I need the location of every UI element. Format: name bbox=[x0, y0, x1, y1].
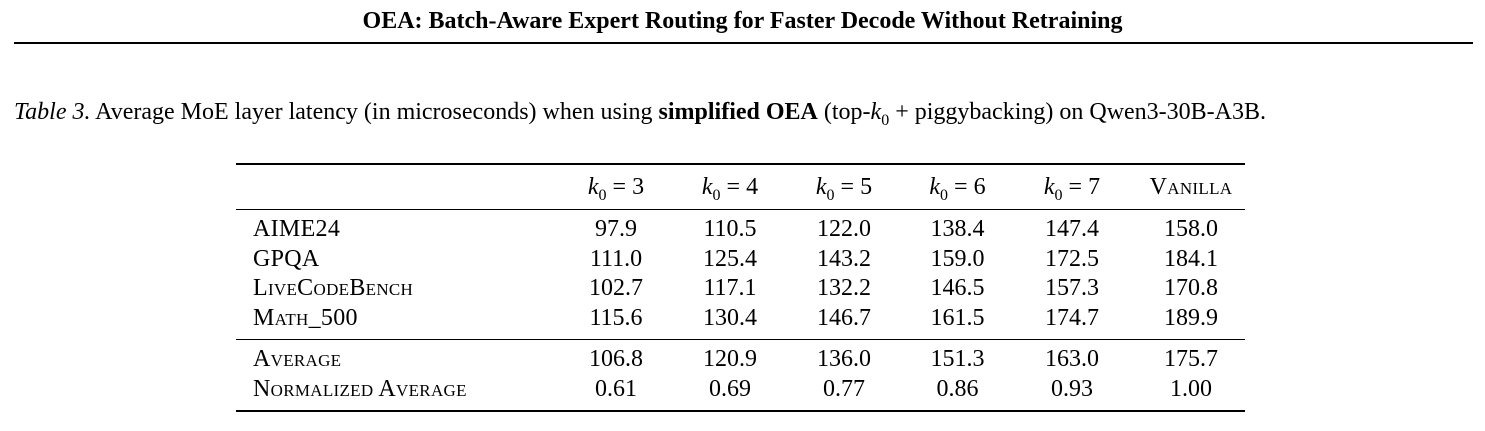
table-cell: 184.1 bbox=[1164, 245, 1218, 272]
table-cell: 132.2 bbox=[817, 275, 871, 301]
table-cell: 115.6 bbox=[589, 304, 643, 331]
row-label: GPQA bbox=[253, 245, 320, 272]
running-header: OEA: Batch-Aware Expert Routing for Fast… bbox=[362, 8, 1123, 34]
table-cell: 1.00 bbox=[1170, 375, 1212, 402]
table-row: GPQA 111.0 125.4 143.2 159.0 172.5 184.1 bbox=[236, 245, 1245, 275]
table-cell: 138.4 bbox=[930, 216, 985, 242]
table-cell: 106.8 bbox=[589, 346, 643, 372]
column-header-vanilla: Vanilla bbox=[1149, 174, 1233, 200]
caption-bold: simplified OEA bbox=[658, 99, 818, 125]
table-cell: 189.9 bbox=[1164, 304, 1218, 331]
table-cell: 0.86 bbox=[936, 375, 979, 402]
header-empty-cell bbox=[236, 165, 552, 209]
table-cell: 146.7 bbox=[817, 304, 871, 331]
table-cell: 161.5 bbox=[930, 304, 985, 331]
table-row: Average 106.8 120.9 136.0 151.3 163.0 175.7 bbox=[236, 345, 1245, 375]
table-cell: 163.0 bbox=[1045, 346, 1099, 372]
table-cell: 147.4 bbox=[1045, 216, 1099, 242]
row-label: Normalized Average bbox=[253, 375, 467, 402]
table-cell: 0.93 bbox=[1051, 375, 1093, 402]
caption-label: Table 3. bbox=[14, 99, 91, 125]
column-header: k0 = 5 bbox=[815, 174, 873, 204]
table-cell: 174.7 bbox=[1045, 304, 1099, 331]
table-row: Normalized Average 0.61 0.69 0.77 0.86 0.93 1.… bbox=[236, 375, 1245, 405]
row-label: AIME24 bbox=[253, 216, 341, 242]
table-header-rule bbox=[236, 209, 1245, 210]
caption-text-2: (top- bbox=[817, 99, 871, 125]
table-top-rule bbox=[236, 163, 1245, 165]
table-cell: 143.2 bbox=[817, 245, 871, 272]
table-mid-rule bbox=[236, 339, 1245, 340]
table-cell: 146.5 bbox=[930, 275, 985, 301]
table-row: LiveCodeBench 102.7 117.1 132.2 146.5 157.3 17… bbox=[236, 274, 1245, 304]
table-body: AIME24 97.9 110.5 122.0 138.4 147.4 158.0 GPQA 1… bbox=[236, 215, 1245, 333]
caption-k-var: k bbox=[870, 99, 882, 125]
row-label: Math_500 bbox=[253, 304, 358, 331]
table-caption: Table 3. Average MoE layer latency (in m… bbox=[14, 96, 1266, 128]
table-cell: 175.7 bbox=[1164, 346, 1218, 372]
table-cell: 170.8 bbox=[1164, 275, 1218, 301]
table-cell: 0.77 bbox=[823, 375, 865, 402]
table-cell: 151.3 bbox=[930, 346, 985, 372]
table-header-row: k0 = 3 k0 = 4 k0 = 5 k0 = 6 k0 = 7 Vanil… bbox=[236, 165, 1245, 209]
table-cell: 172.5 bbox=[1045, 245, 1099, 272]
caption-text-3: + piggybacking) on Qwen3-30B-A3B. bbox=[889, 99, 1267, 125]
table-cell: 136.0 bbox=[817, 346, 871, 372]
table-cell: 117.1 bbox=[703, 275, 757, 301]
table-cell: 97.9 bbox=[595, 216, 637, 242]
table-cell: 125.4 bbox=[703, 245, 757, 272]
table-cell: 111.0 bbox=[589, 245, 643, 272]
header-rule bbox=[14, 42, 1473, 44]
caption-k-sub: 0 bbox=[881, 111, 890, 129]
row-label: Average bbox=[253, 346, 342, 372]
table-cell: 159.0 bbox=[930, 245, 985, 272]
table-row: Math_500 115.6 130.4 146.7 161.5 174.7 189.9 bbox=[236, 304, 1245, 334]
table-cell: 157.3 bbox=[1045, 275, 1099, 301]
table-cell: 120.9 bbox=[703, 346, 757, 372]
column-header: k0 = 4 bbox=[701, 174, 759, 204]
table-summary: Average 106.8 120.9 136.0 151.3 163.0 175.7 Nor… bbox=[236, 345, 1245, 404]
caption-text: Average MoE layer latency (in microsecon… bbox=[90, 99, 659, 125]
table-bottom-rule bbox=[236, 410, 1245, 412]
table-cell: 122.0 bbox=[817, 216, 871, 242]
column-header: k0 = 3 bbox=[587, 174, 645, 204]
table-cell: 110.5 bbox=[703, 216, 757, 242]
column-header: k0 = 6 bbox=[929, 174, 986, 204]
table-cell: 130.4 bbox=[703, 304, 757, 331]
table-row: AIME24 97.9 110.5 122.0 138.4 147.4 158.0 bbox=[236, 215, 1245, 245]
column-header: k0 = 7 bbox=[1043, 174, 1101, 204]
table-cell: 102.7 bbox=[589, 275, 643, 301]
results-table: k0 = 3 k0 = 4 k0 = 5 k0 = 6 k0 = 7 Vanil… bbox=[236, 163, 1245, 412]
table-cell: 0.69 bbox=[709, 375, 751, 402]
table-cell: 0.61 bbox=[595, 375, 637, 402]
row-label: LiveCodeBench bbox=[253, 275, 414, 301]
table-cell: 158.0 bbox=[1164, 216, 1218, 242]
